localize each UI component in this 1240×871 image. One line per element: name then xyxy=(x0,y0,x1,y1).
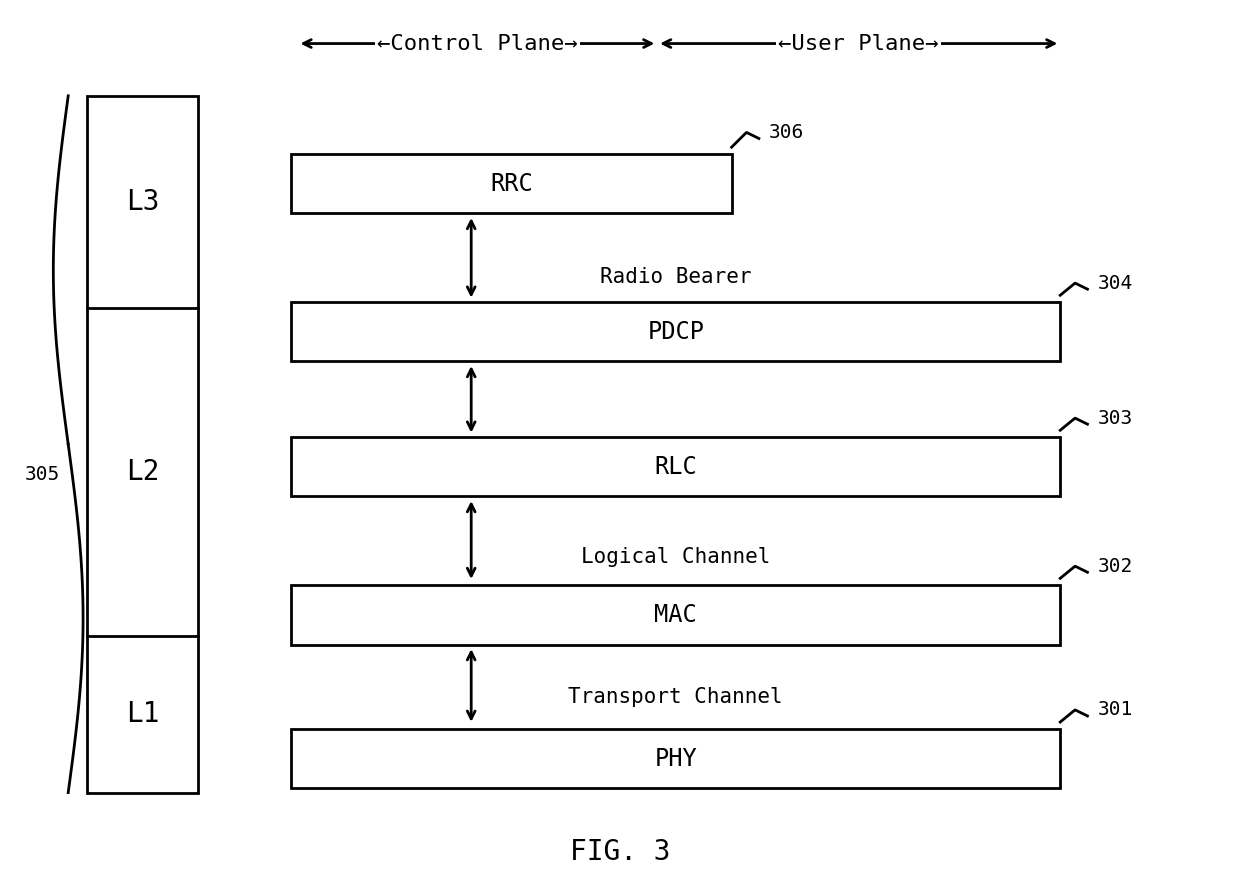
Text: ←User Plane→: ←User Plane→ xyxy=(779,34,939,53)
Text: Transport Channel: Transport Channel xyxy=(568,687,784,706)
Bar xyxy=(291,154,732,213)
Bar xyxy=(291,437,1060,496)
Text: ←Control Plane→: ←Control Plane→ xyxy=(377,34,578,53)
Bar xyxy=(291,585,1060,645)
Text: 303: 303 xyxy=(1097,408,1132,428)
Text: PHY: PHY xyxy=(655,746,697,771)
Text: PDCP: PDCP xyxy=(647,320,704,344)
Text: RRC: RRC xyxy=(490,172,533,196)
Text: Radio Bearer: Radio Bearer xyxy=(600,267,751,287)
Text: 305: 305 xyxy=(25,465,60,484)
Text: L2: L2 xyxy=(125,458,160,486)
Text: L3: L3 xyxy=(125,188,160,216)
Bar xyxy=(291,302,1060,361)
Bar xyxy=(291,729,1060,788)
Text: FIG. 3: FIG. 3 xyxy=(569,838,671,866)
Text: L1: L1 xyxy=(125,700,160,728)
Text: 304: 304 xyxy=(1097,273,1132,293)
Text: Logical Channel: Logical Channel xyxy=(582,548,770,567)
Text: MAC: MAC xyxy=(655,603,697,627)
Text: 301: 301 xyxy=(1097,700,1132,719)
Text: RLC: RLC xyxy=(655,455,697,479)
Text: 306: 306 xyxy=(769,123,804,142)
Bar xyxy=(87,96,198,793)
Text: 302: 302 xyxy=(1097,557,1132,576)
